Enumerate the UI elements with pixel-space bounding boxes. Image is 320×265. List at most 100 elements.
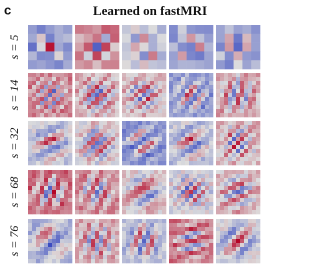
pixel (256, 206, 261, 211)
pixel (205, 194, 210, 199)
pixel (79, 178, 84, 183)
pixel (185, 81, 190, 86)
pixel (91, 255, 96, 260)
pixel (201, 178, 206, 183)
pixel (107, 227, 112, 232)
filter-image (75, 121, 120, 166)
pixel (189, 141, 194, 146)
pixel (139, 25, 149, 35)
pixel (92, 25, 102, 35)
pixel (228, 235, 233, 240)
pixel (162, 101, 167, 106)
pixel (60, 202, 65, 207)
pixel (220, 210, 225, 215)
pixel (201, 174, 206, 179)
pixel (252, 223, 257, 228)
pixel (177, 125, 182, 130)
pixel (99, 97, 104, 102)
pixel (48, 141, 53, 146)
pixel (115, 121, 120, 126)
pixel (162, 206, 167, 211)
pixel (126, 227, 131, 232)
pixel (45, 25, 55, 35)
pixel (115, 255, 120, 260)
pixel (240, 219, 245, 224)
pixel (60, 227, 65, 232)
pixel (158, 137, 163, 142)
pixel (232, 251, 237, 256)
pixel (232, 206, 237, 211)
pixel (134, 129, 139, 134)
pixel (99, 141, 104, 146)
pixel (220, 145, 225, 150)
pixel (193, 223, 198, 228)
pixel (64, 206, 69, 211)
pixel (150, 93, 155, 98)
pixel (256, 231, 261, 236)
pixel (107, 145, 112, 150)
filter-image (216, 25, 261, 70)
pixel (32, 198, 37, 203)
pixel (150, 157, 155, 162)
pixel (83, 243, 88, 248)
pixel (126, 145, 131, 150)
pixel (130, 121, 135, 126)
pixel (107, 198, 112, 203)
pixel (111, 190, 116, 195)
pixel (40, 121, 45, 126)
pixel (181, 137, 186, 142)
filter-image (75, 73, 120, 118)
pixel (101, 60, 111, 70)
pixel (242, 33, 252, 43)
pixel (36, 255, 41, 260)
pixel (44, 255, 49, 260)
pixel (99, 206, 104, 211)
pixel (158, 219, 163, 224)
pixel (28, 202, 33, 207)
pixel (162, 97, 167, 102)
pixel (115, 247, 120, 252)
pixel (162, 231, 167, 236)
pixel (162, 149, 167, 154)
pixel (95, 129, 100, 134)
pixel (220, 255, 225, 260)
pixel (224, 227, 229, 232)
pixel (216, 243, 221, 248)
pixel (122, 161, 127, 166)
pixel (32, 97, 37, 102)
pixel (36, 247, 41, 252)
pixel (197, 182, 202, 187)
pixel (83, 239, 88, 244)
pixel (99, 105, 104, 110)
pixel (177, 223, 182, 228)
pixel (48, 170, 53, 175)
pixel (52, 85, 57, 90)
pixel (28, 194, 33, 199)
pixel (60, 235, 65, 240)
pixel (193, 133, 198, 138)
pixel (130, 235, 135, 240)
pixel (99, 161, 104, 166)
pixel (150, 219, 155, 224)
pixel (228, 85, 233, 90)
pixel (36, 210, 41, 215)
pixel (154, 251, 159, 256)
pixel (197, 170, 202, 175)
pixel (169, 73, 174, 78)
pixel (56, 85, 61, 90)
pixel (91, 223, 96, 228)
pixel (205, 178, 210, 183)
pixel (189, 133, 194, 138)
pixel (75, 121, 80, 126)
pixel (103, 85, 108, 90)
pixel (115, 161, 120, 166)
pixel (193, 186, 198, 191)
pixel (68, 182, 73, 187)
pixel (216, 174, 221, 179)
pixel (193, 125, 198, 130)
pixel (32, 129, 37, 134)
pixel (32, 219, 37, 224)
pixel (251, 42, 261, 52)
pixel (146, 174, 151, 179)
pixel (68, 170, 73, 175)
